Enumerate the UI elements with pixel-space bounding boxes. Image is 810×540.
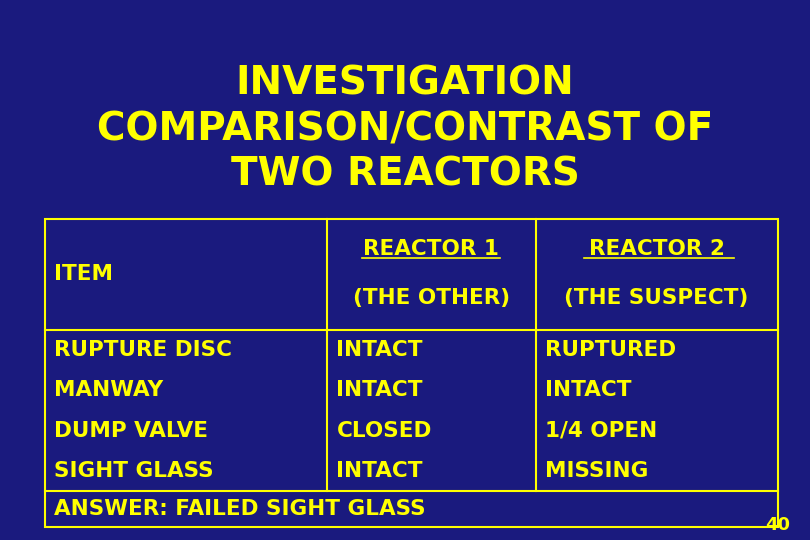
Text: INTACT: INTACT (336, 380, 423, 400)
Text: RUPTURE DISC: RUPTURE DISC (54, 340, 232, 360)
Text: ITEM: ITEM (54, 264, 113, 284)
Text: INVESTIGATION
COMPARISON/CONTRAST OF
TWO REACTORS: INVESTIGATION COMPARISON/CONTRAST OF TWO… (97, 65, 713, 194)
Text: INTACT: INTACT (336, 340, 423, 360)
Text: 1/4 OPEN: 1/4 OPEN (545, 421, 658, 441)
Text: 40: 40 (765, 516, 790, 534)
Text: CLOSED: CLOSED (336, 421, 432, 441)
Bar (45, 219, 778, 526)
Text: ANSWER: FAILED SIGHT GLASS: ANSWER: FAILED SIGHT GLASS (54, 499, 426, 519)
Text: (THE SUSPECT): (THE SUSPECT) (565, 288, 748, 308)
Text: (THE OTHER): (THE OTHER) (352, 288, 509, 308)
Text: DUMP VALVE: DUMP VALVE (54, 421, 208, 441)
Text: MISSING: MISSING (545, 461, 649, 481)
Text: RUPTURED: RUPTURED (545, 340, 676, 360)
Text: INTACT: INTACT (336, 461, 423, 481)
Text: REACTOR 2: REACTOR 2 (589, 239, 725, 259)
Text: INTACT: INTACT (545, 380, 632, 400)
Text: MANWAY: MANWAY (54, 380, 164, 400)
Text: SIGHT GLASS: SIGHT GLASS (54, 461, 214, 481)
Text: REACTOR 1: REACTOR 1 (364, 239, 499, 259)
